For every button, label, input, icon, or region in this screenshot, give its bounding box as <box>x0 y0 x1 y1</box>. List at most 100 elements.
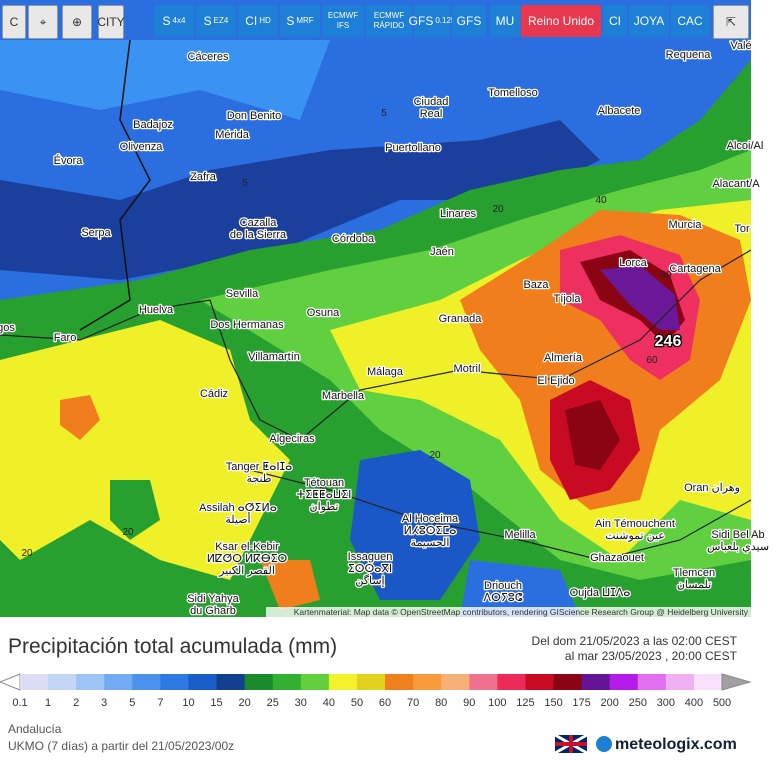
city-label: Cartagena <box>669 263 721 275</box>
city-label: Alacant/A <box>712 178 760 190</box>
city-label: Ain Témouchent <box>595 518 675 530</box>
map-title: Precipitación total acumulada (mm) <box>8 635 337 658</box>
city-label: ⵍⵇⵚⵔ ⵍⴽⴱⵉⵔ <box>207 553 288 565</box>
legend-swatch <box>469 674 498 690</box>
toolbar-button[interactable]: CITY <box>97 5 125 39</box>
city-label: Cazalla <box>240 217 278 229</box>
city-label: Olivenza <box>120 141 164 153</box>
city-label: Cádiz <box>200 388 228 400</box>
attribution-bg <box>266 607 751 617</box>
city-label: El Ejido <box>537 375 574 387</box>
city-label: Ciudad <box>414 96 449 108</box>
logo-icon <box>596 736 612 752</box>
legend-swatch <box>160 674 189 690</box>
city-label: Dos Hermanas <box>210 319 284 331</box>
toolbar-button[interactable]: C <box>2 5 26 39</box>
toolbar-button[interactable]: Reino Unido <box>521 5 601 37</box>
precip-field <box>60 395 100 440</box>
road-line <box>0 249 752 441</box>
legend-tick-label: 300 <box>657 697 675 709</box>
legend-arrow-right <box>721 673 752 691</box>
legend-swatch <box>581 674 611 690</box>
city-label: Ghazaouet <box>590 552 644 564</box>
legend-swatch <box>132 674 161 690</box>
toolbar-button[interactable]: ECMWF IFS <box>322 5 364 37</box>
legend-tick-label: 150 <box>544 697 562 709</box>
legend-swatch <box>441 674 470 690</box>
button-label: S <box>286 14 295 28</box>
city-label: إساگن <box>355 574 384 587</box>
city-label: ⵍⵃⵓⵙⵉⵎⴰ <box>404 525 457 537</box>
city-label: ⴷⵔⵢⵓⵛ <box>484 592 523 604</box>
logo[interactable]: meteologix.com <box>615 736 737 753</box>
city-label: Málaga <box>367 366 404 378</box>
toolbar-button[interactable]: S MRF <box>280 5 320 37</box>
model-info: UKMO (7 días) a partir del 21/05/2023/00… <box>8 739 234 753</box>
icon-button[interactable]: ⌖ <box>28 5 58 39</box>
toolbar-button[interactable]: CI HD <box>238 5 278 37</box>
toolbar-button[interactable]: CI <box>603 5 627 37</box>
legend-tick-label: 20 <box>239 697 251 709</box>
button-label: S <box>162 14 171 28</box>
city-label: Évora <box>54 154 84 167</box>
contour-label: 60 <box>646 355 658 366</box>
city-label: Villamartín <box>248 351 300 363</box>
city-label: Valé <box>730 40 751 52</box>
button-label: S <box>203 14 212 28</box>
button-label: ECMWF <box>327 11 359 20</box>
uk-flag-cross <box>555 735 587 753</box>
toolbar-button[interactable]: MU <box>490 5 520 37</box>
legend-swatch <box>20 674 49 690</box>
city-label: Real <box>420 108 443 120</box>
city-label: Faro <box>54 332 77 344</box>
city-label: Albacete <box>598 105 641 117</box>
legend-swatch <box>76 674 105 690</box>
icon-button[interactable]: ⊕ <box>62 5 92 39</box>
legend-tick-label: 400 <box>685 697 703 709</box>
legend-tick-label: 40 <box>323 697 335 709</box>
precip-field <box>110 480 160 540</box>
toolbar-button[interactable]: JOYA <box>629 5 669 37</box>
city-label: Baza <box>523 279 549 291</box>
city-label: de la Sierra <box>230 229 287 241</box>
city-label: Driouch <box>484 580 522 592</box>
button-sublabel: 0.125 <box>435 16 456 25</box>
button-label: GFS <box>408 14 434 28</box>
toolbar-button[interactable]: GFS 0.125 <box>409 5 455 37</box>
contour-label: 20 <box>122 527 134 538</box>
city-label: Serpa <box>81 227 111 239</box>
city-label: Sevilla <box>226 288 259 300</box>
city-label: Oran وهران <box>684 482 740 494</box>
legend-swatch <box>609 674 639 690</box>
city-label: Cáceres <box>188 51 229 63</box>
button-label: CI <box>245 14 258 28</box>
city-label: Murcia <box>668 219 702 231</box>
icon-button[interactable]: ⇱ <box>713 5 749 39</box>
button-sublabel: EZ4 <box>213 16 229 25</box>
toolbar-button[interactable]: S EZ4 <box>196 5 236 37</box>
legend-tick-label: 5 <box>129 697 135 709</box>
city-label: Badajoz <box>133 119 173 131</box>
toolbar-button[interactable]: GFS <box>452 5 486 37</box>
city-label: القصر الكبير <box>218 565 275 577</box>
legend-tick-label: 80 <box>435 697 447 709</box>
precip-field <box>565 400 620 470</box>
button-label: ECMWF <box>373 11 405 20</box>
precip-field <box>0 320 290 580</box>
button-label: CAC <box>677 14 703 28</box>
legend-tick-label: 90 <box>463 697 475 709</box>
legend-tick-label: 70 <box>407 697 419 709</box>
legend-swatch <box>328 674 358 690</box>
legend-arrow-left <box>0 673 21 691</box>
city-label: Requena <box>666 49 712 61</box>
city-label: Puertollano <box>385 142 441 154</box>
toolbar-button[interactable]: CAC <box>671 5 709 37</box>
toolbar-button[interactable]: S 4x4 <box>154 5 194 37</box>
button-label: MU <box>495 14 515 28</box>
contour-label: 20 <box>429 450 441 461</box>
date-from: Del dom 21/05/2023 a las 02:00 CEST <box>532 634 738 648</box>
toolbar-button[interactable]: ECMWF RÁPIDO <box>366 5 412 37</box>
precip-field <box>0 120 600 280</box>
city-label: Jaén <box>430 246 454 258</box>
